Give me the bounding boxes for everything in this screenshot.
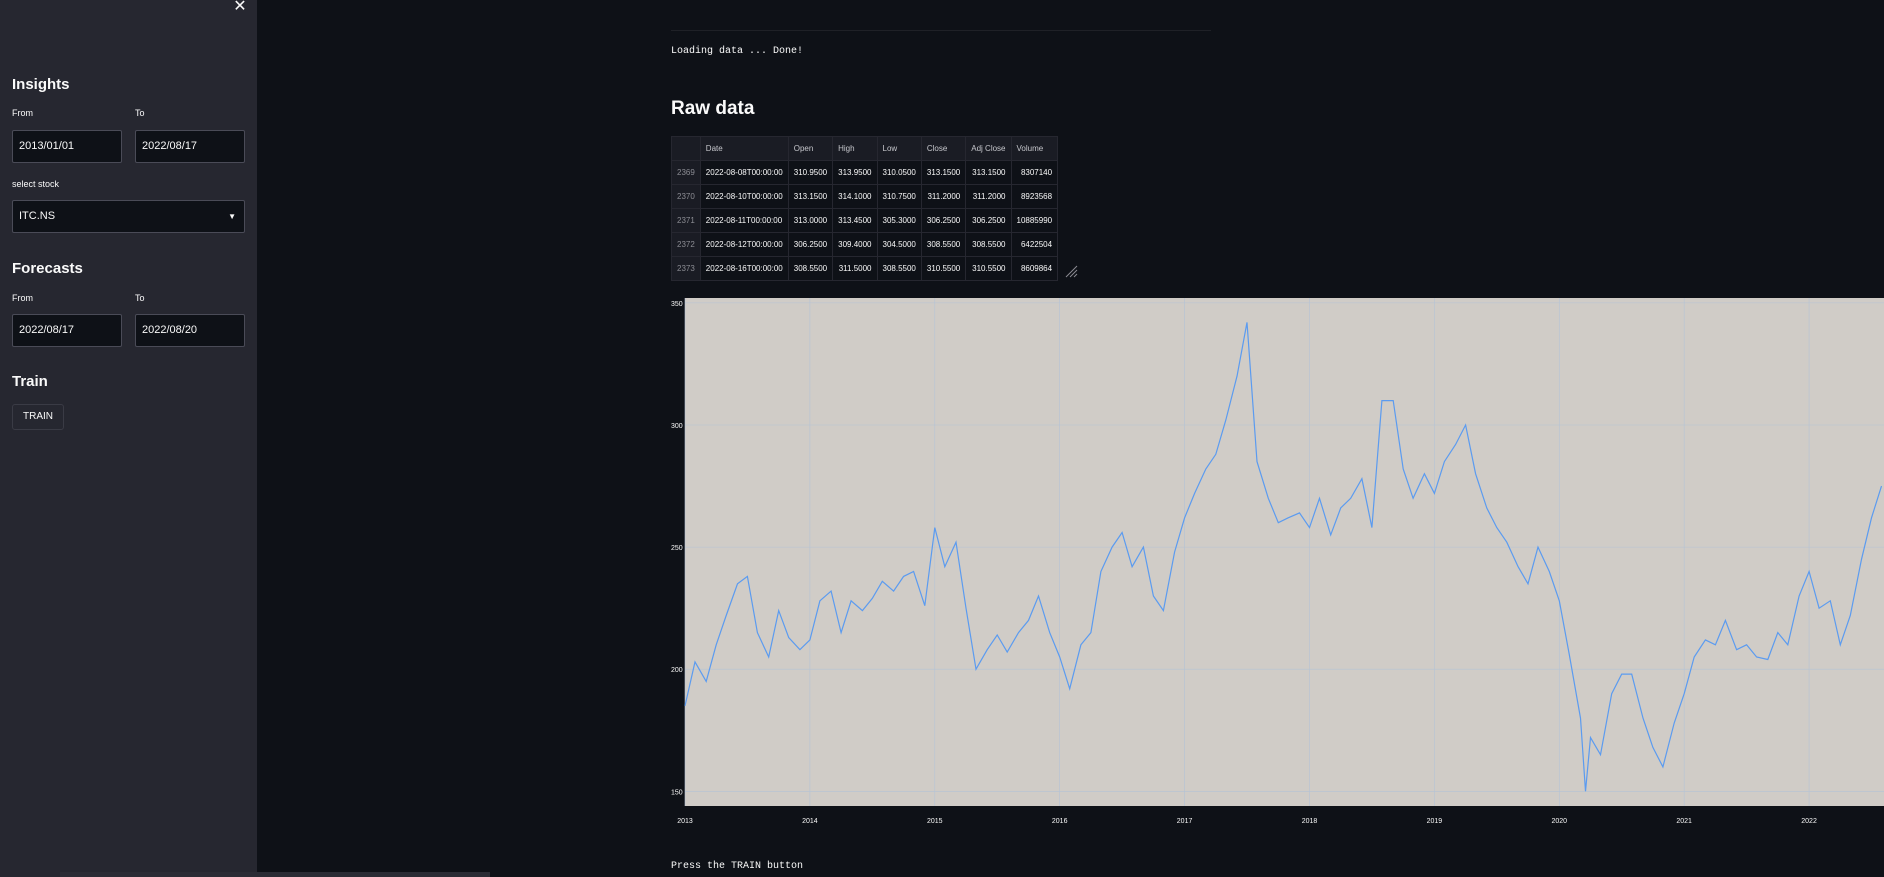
- forecasts-from-date-input[interactable]: 2022/08/17: [12, 314, 122, 347]
- close-icon[interactable]: ✕: [233, 0, 247, 15]
- table-cell[interactable]: 308.5500: [876, 256, 922, 281]
- table-row: 2371 2022-08-11T00:00:00 313.0000 313.45…: [671, 208, 1059, 233]
- train-instruction-text: Press the TRAIN button: [671, 861, 804, 872]
- column-header[interactable]: Adj Close: [965, 136, 1012, 161]
- table-cell[interactable]: 308.5500: [787, 256, 834, 281]
- y-tick-label: 250: [671, 545, 683, 552]
- table-cell[interactable]: 6422504: [1010, 232, 1059, 257]
- x-tick-label: 2019: [1427, 818, 1443, 825]
- forecasts-from-label: From: [12, 293, 33, 303]
- insights-to-date-input[interactable]: 2022/08/17: [135, 130, 245, 163]
- table-cell[interactable]: 310.5500: [920, 256, 967, 281]
- horizontal-scrollbar[interactable]: [60, 872, 490, 877]
- table-cell[interactable]: 313.0000: [787, 208, 834, 233]
- stock-select-value: ITC.NS: [19, 210, 56, 222]
- table-cell[interactable]: 305.3000: [876, 208, 922, 233]
- x-tick-label: 2021: [1676, 818, 1692, 825]
- table-cell[interactable]: 8307140: [1010, 160, 1059, 185]
- table-row: 2372 2022-08-12T00:00:00 306.2500 309.40…: [671, 232, 1059, 257]
- table-row: 2373 2022-08-16T00:00:00 308.5500 311.50…: [671, 256, 1059, 281]
- insights-to-label: To: [135, 108, 145, 118]
- loading-status-text: Loading data ... Done!: [671, 46, 804, 57]
- y-tick-label: 350: [671, 301, 683, 308]
- table-cell[interactable]: 2022-08-10T00:00:00: [699, 184, 789, 209]
- table-cell[interactable]: 313.4500: [832, 208, 878, 233]
- raw-data-heading: Raw data: [671, 98, 755, 119]
- table-cell[interactable]: 310.0500: [876, 160, 922, 185]
- forecasts-to-date-input[interactable]: 2022/08/20: [135, 314, 245, 347]
- x-tick-label: 2020: [1551, 818, 1567, 825]
- forecasts-to-label: To: [135, 293, 145, 303]
- table-cell[interactable]: 313.1500: [920, 160, 967, 185]
- table-cell[interactable]: 313.9500: [832, 160, 878, 185]
- row-index[interactable]: 2369: [671, 160, 701, 185]
- x-tick-label: 2022: [1801, 818, 1817, 825]
- stock-select[interactable]: ITC.NS ▼: [12, 200, 245, 233]
- column-header[interactable]: [671, 136, 701, 161]
- table-cell[interactable]: 313.1500: [965, 160, 1012, 185]
- table-cell[interactable]: 2022-08-12T00:00:00: [699, 232, 789, 257]
- insights-heading: Insights: [12, 76, 70, 93]
- y-tick-label: 150: [671, 789, 683, 796]
- x-tick-label: 2013: [677, 818, 693, 825]
- y-tick-label: 200: [671, 667, 683, 674]
- table-header-row: Date Open High Low Close Adj Close Volum…: [671, 136, 1059, 161]
- table-cell[interactable]: 311.2000: [920, 184, 967, 209]
- table-row: 2369 2022-08-08T00:00:00 310.9500 313.95…: [671, 160, 1059, 185]
- x-tick-label: 2017: [1177, 818, 1193, 825]
- table-cell[interactable]: 306.2500: [965, 208, 1012, 233]
- table-cell[interactable]: 310.7500: [876, 184, 922, 209]
- insights-from-date-input[interactable]: 2013/01/01: [12, 130, 122, 163]
- column-header[interactable]: High: [832, 136, 878, 161]
- row-index[interactable]: 2371: [671, 208, 701, 233]
- row-index[interactable]: 2372: [671, 232, 701, 257]
- table-cell[interactable]: 310.9500: [787, 160, 834, 185]
- row-index[interactable]: 2373: [671, 256, 701, 281]
- table-cell[interactable]: 308.5500: [920, 232, 967, 257]
- table-cell[interactable]: 2022-08-16T00:00:00: [699, 256, 789, 281]
- top-output-box: [671, 0, 1211, 31]
- table-cell[interactable]: 2022-08-11T00:00:00: [699, 208, 789, 233]
- column-header[interactable]: Date: [699, 136, 789, 161]
- column-header[interactable]: Open: [787, 136, 834, 161]
- table-cell[interactable]: 313.1500: [787, 184, 834, 209]
- table-resize-handle-icon[interactable]: [1064, 264, 1078, 278]
- x-tick-label: 2014: [802, 818, 818, 825]
- x-tick-label: 2018: [1302, 818, 1318, 825]
- table-cell[interactable]: 309.4000: [832, 232, 878, 257]
- forecasts-heading: Forecasts: [12, 260, 83, 277]
- table-cell[interactable]: 8923568: [1010, 184, 1059, 209]
- table-cell[interactable]: 2022-08-08T00:00:00: [699, 160, 789, 185]
- table-cell[interactable]: 306.2500: [787, 232, 834, 257]
- table-cell[interactable]: 8609864: [1010, 256, 1059, 281]
- table-cell[interactable]: 306.2500: [920, 208, 967, 233]
- price-line-chart[interactable]: 150 200 250 300 350 2013 2014 2015 2016 2017 2018 2…: [671, 298, 1884, 838]
- train-heading: Train: [12, 373, 48, 390]
- column-header[interactable]: Low: [876, 136, 922, 161]
- table-cell[interactable]: 311.2000: [965, 184, 1012, 209]
- table-cell[interactable]: 304.5000: [876, 232, 922, 257]
- chevron-down-icon: ▼: [228, 212, 236, 221]
- y-tick-label: 300: [671, 423, 683, 430]
- table-cell[interactable]: 310.5500: [965, 256, 1012, 281]
- column-header[interactable]: Close: [920, 136, 967, 161]
- row-index[interactable]: 2370: [671, 184, 701, 209]
- table-cell[interactable]: 308.5500: [965, 232, 1012, 257]
- x-tick-label: 2015: [927, 818, 943, 825]
- insights-from-label: From: [12, 108, 33, 118]
- series-line: [684, 322, 1883, 792]
- table-cell[interactable]: 314.1000: [832, 184, 878, 209]
- table-cell[interactable]: 10885990: [1010, 208, 1059, 233]
- x-tick-label: 2016: [1052, 818, 1068, 825]
- column-header[interactable]: Volume: [1010, 136, 1059, 161]
- table-row: 2370 2022-08-10T00:00:00 313.1500 314.10…: [671, 184, 1059, 209]
- train-button[interactable]: TRAIN: [12, 404, 64, 430]
- raw-data-table[interactable]: Date Open High Low Close Adj Close Volum…: [671, 136, 1059, 281]
- select-stock-label: select stock: [12, 179, 60, 189]
- plot-area: [685, 298, 1884, 806]
- sidebar: ✕ Insights From To 2013/01/01 2022/08/17…: [0, 0, 257, 877]
- table-cell[interactable]: 311.5000: [832, 256, 878, 281]
